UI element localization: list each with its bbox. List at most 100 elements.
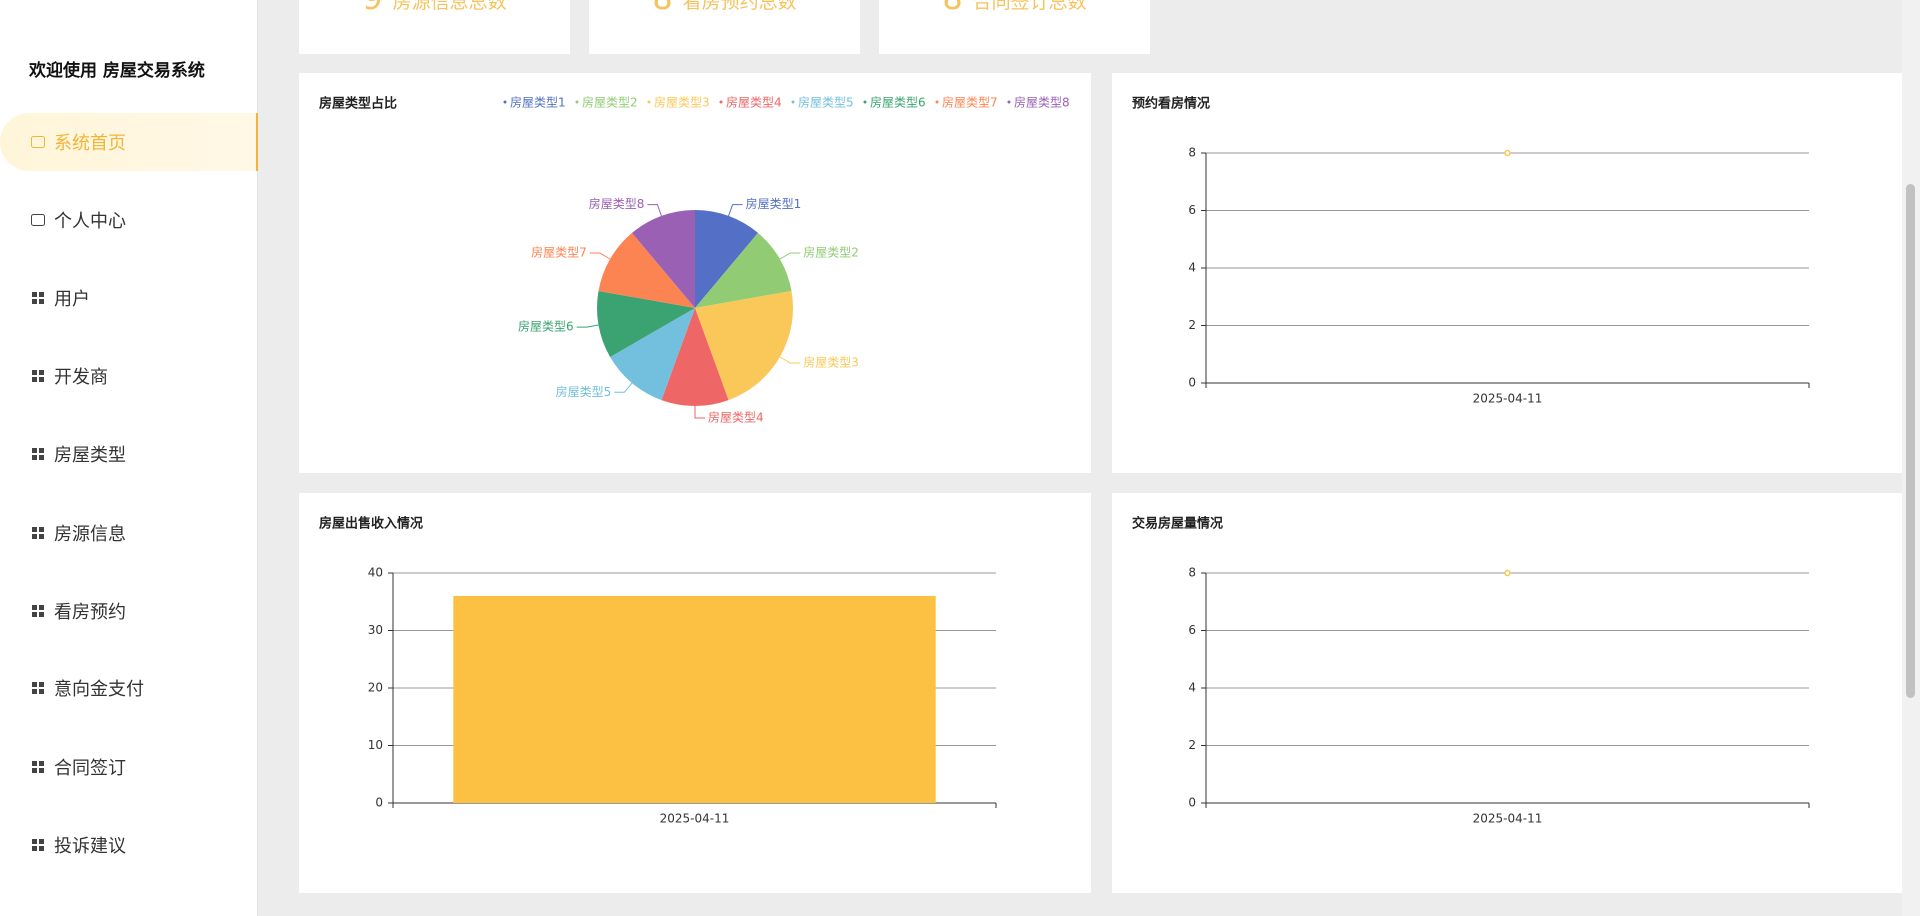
- icon-shape: [32, 527, 37, 532]
- scrollbar-thumb[interactable]: [1906, 184, 1915, 698]
- y-tick-label: 0: [375, 796, 383, 810]
- legend-dot: [719, 100, 723, 104]
- menu-icon: [31, 136, 45, 148]
- menu-item[interactable]: 房屋类型: [0, 425, 257, 483]
- legend-dot: [935, 100, 939, 104]
- chart-panel: 交易房屋量情况 0 2 4 6 8 2025-04-11: [1112, 493, 1904, 893]
- menu-label: 系统首页: [54, 133, 126, 154]
- menu-label: 个人中心: [54, 211, 126, 232]
- menu-item[interactable]: 房源信息: [0, 504, 257, 562]
- icon-shape: [39, 605, 44, 610]
- stat-label: 合同签订总数: [972, 0, 1087, 13]
- legend-dot: [1007, 100, 1011, 104]
- menu-item[interactable]: 用户: [0, 269, 257, 327]
- sidebar-title: 欢迎使用 房屋交易系统: [29, 61, 205, 81]
- chart: 预约看房情况 0 2 4 6 8 2025-04-11: [1132, 96, 1810, 406]
- chart: 房屋类型占比房屋类型1房屋类型2房屋类型3房屋类型4房屋类型5房屋类型6房屋类型…: [319, 95, 1070, 425]
- y-tick-label: 6: [1188, 623, 1196, 637]
- menu-icon: [32, 292, 44, 304]
- icon-shape: [32, 448, 37, 453]
- icon-shape: [39, 448, 44, 453]
- label-line: [779, 252, 801, 260]
- chart-panel: 房屋类型占比 房屋类型1 房屋类型2 房屋类型3 房屋类型4 房屋类型5 房屋类型6 房屋类型…: [299, 73, 1091, 473]
- icon-shape: [39, 292, 44, 297]
- slice-label: 房屋类型1: [746, 196, 802, 211]
- icon-shape: [32, 534, 37, 539]
- label-line: [728, 204, 743, 217]
- icon-shape: [39, 689, 44, 694]
- slice-label: 房屋类型4: [708, 410, 764, 425]
- icon-shape: [39, 370, 44, 375]
- stat-label: 看房预约总数: [682, 0, 797, 13]
- slice-label: 房屋类型2: [803, 245, 859, 260]
- icon-shape: [39, 299, 44, 304]
- chart-panel: 房屋出售收入情况 0 10 20 30 40 2025-04-11: [299, 493, 1091, 893]
- legend-label: 房屋类型2: [582, 95, 638, 110]
- icon-shape: [31, 136, 45, 148]
- y-tick-label: 30: [368, 623, 383, 637]
- y-tick-label: 20: [368, 681, 383, 695]
- slice-label: 房屋类型6: [518, 319, 574, 334]
- icon-shape: [32, 370, 37, 375]
- legend-dot: [575, 100, 579, 104]
- chart: 房屋出售收入情况 0 10 20 30 40 2025-04-11: [319, 516, 997, 826]
- stat-value: 9: [362, 0, 382, 14]
- x-tick-label: 2025-04-11: [1473, 392, 1543, 406]
- icon-shape: [32, 839, 37, 844]
- legend-dot: [791, 100, 795, 104]
- stat-value: 8: [942, 0, 962, 14]
- chart-title: 房屋类型占比: [319, 96, 397, 112]
- icon-shape: [32, 768, 37, 773]
- x-tick-label: 2025-04-11: [660, 812, 730, 826]
- sidebar: 欢迎使用 房屋交易系统 系统首页个人中心用户开发商房屋类型房源信息看房预约意向金…: [0, 0, 258, 916]
- icon-shape: [32, 605, 37, 610]
- icon-shape: [32, 761, 37, 766]
- icon-shape: [39, 682, 44, 687]
- stat-card: 8 看房预约总数: [589, 0, 860, 54]
- chart-title: 预约看房情况: [1132, 96, 1210, 112]
- menu-icon: [32, 761, 44, 773]
- label-line: [589, 252, 611, 260]
- legend-label: 房屋类型4: [726, 95, 782, 110]
- menu-icon: [32, 448, 44, 460]
- y-tick-label: 4: [1188, 681, 1196, 695]
- menu-item[interactable]: 看房预约: [0, 582, 257, 640]
- menu-item[interactable]: 个人中心: [0, 191, 257, 249]
- label-line: [647, 204, 662, 217]
- icon-shape: [32, 377, 37, 382]
- icon-shape: [39, 455, 44, 460]
- label-line: [779, 356, 801, 364]
- menu-label: 看房预约: [54, 602, 126, 623]
- slice-label: 房屋类型8: [589, 196, 645, 211]
- legend-dot: [503, 100, 507, 104]
- pie-slice: [610, 308, 695, 401]
- menu-item[interactable]: 合同签订: [0, 738, 257, 796]
- pie-slice: [695, 210, 758, 308]
- menu-item[interactable]: 开发商: [0, 347, 257, 405]
- menu-label: 房源信息: [54, 524, 126, 545]
- legend-label: 房屋类型8: [1014, 95, 1070, 110]
- label-line: [694, 406, 705, 419]
- stat-label: 房源信息总数: [392, 0, 507, 13]
- y-tick-label: 0: [1188, 796, 1196, 810]
- menu-icon: [32, 527, 44, 539]
- icon-shape: [31, 214, 45, 226]
- menu-item[interactable]: 意向金支付: [0, 659, 257, 717]
- pie-slice: [695, 232, 792, 308]
- x-tick-label: 2025-04-11: [1473, 812, 1543, 826]
- menu-item[interactable]: 系统首页: [0, 113, 258, 171]
- menu-item[interactable]: 投诉建议: [0, 816, 257, 874]
- icon-shape: [39, 527, 44, 532]
- legend-dot: [863, 100, 867, 104]
- icon-shape: [32, 292, 37, 297]
- menu-icon: [32, 370, 44, 382]
- chart-panel: 预约看房情况 0 2 4 6 8 2025-04-11: [1112, 73, 1904, 473]
- legend-label: 房屋类型7: [942, 95, 998, 110]
- chart-title: 房屋出售收入情况: [319, 516, 423, 532]
- legend-label: 房屋类型6: [870, 95, 926, 110]
- y-tick-label: 40: [368, 566, 383, 580]
- menu-icon: [32, 682, 44, 694]
- icon-shape: [39, 768, 44, 773]
- pie-slice: [695, 290, 793, 401]
